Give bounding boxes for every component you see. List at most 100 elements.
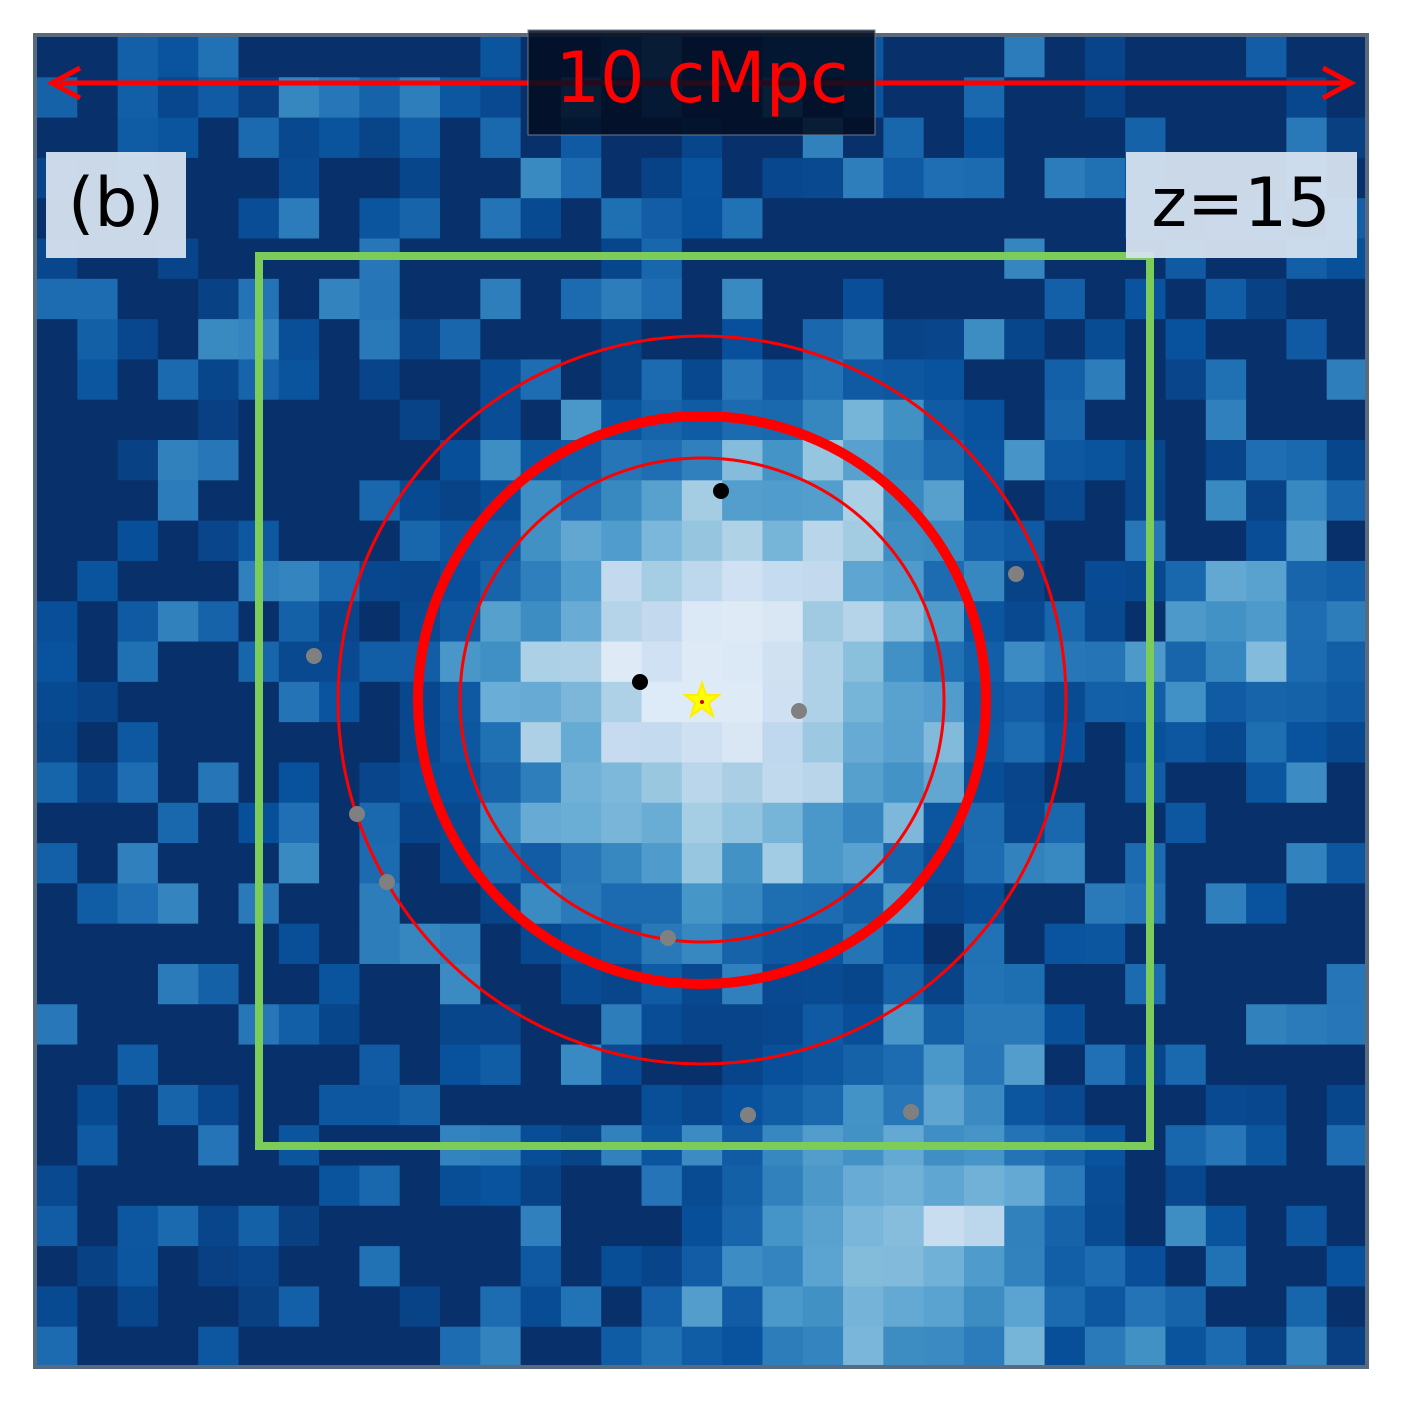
- map-pixel: [319, 843, 361, 884]
- map-pixel: [1004, 480, 1046, 522]
- map-pixel: [1205, 722, 1247, 764]
- map-pixel: [1044, 601, 1086, 643]
- map-pixel: [963, 157, 1005, 199]
- map-pixel: [1125, 480, 1167, 522]
- map-pixel: [1165, 1044, 1207, 1086]
- map-pixel: [278, 117, 320, 159]
- map-pixel: [37, 278, 78, 320]
- map-pixel: [641, 601, 683, 643]
- map-pixel: [278, 1165, 320, 1207]
- map-pixel: [77, 1246, 119, 1287]
- map-pixel: [198, 117, 240, 159]
- map-pixel: [1044, 319, 1086, 361]
- map-pixel: [722, 1326, 764, 1368]
- map-pixel: [520, 1084, 562, 1126]
- map-pixel: [1246, 440, 1287, 481]
- map-pixel: [480, 963, 522, 1005]
- map-pixel: [963, 1246, 1005, 1287]
- map-pixel: [319, 923, 361, 965]
- map-pixel: [762, 440, 804, 481]
- map-pixel: [319, 319, 361, 361]
- map-pixel: [1044, 1084, 1086, 1126]
- map-pixel: [198, 722, 240, 764]
- map-pixel: [238, 117, 280, 159]
- map-pixel: [802, 1326, 844, 1368]
- map-pixel: [601, 1205, 643, 1247]
- map-pixel: [1326, 440, 1368, 481]
- map-pixel: [1084, 681, 1126, 723]
- map-pixel: [722, 480, 764, 522]
- map-pixel: [480, 1286, 522, 1328]
- map-pixel: [1004, 399, 1046, 441]
- map-pixel: [1246, 762, 1287, 804]
- map-pixel: [762, 883, 804, 925]
- map-pixel: [319, 117, 361, 159]
- map-pixel: [963, 198, 1005, 240]
- map-pixel: [560, 1044, 602, 1086]
- map-pixel: [1286, 440, 1328, 481]
- map-pixel: [117, 1205, 159, 1247]
- map-pixel: [319, 963, 361, 1005]
- map-pixel: [1246, 1084, 1287, 1126]
- map-pixel: [1084, 1246, 1126, 1287]
- map-pixel: [319, 480, 361, 522]
- map-pixel: [762, 1286, 804, 1328]
- map-pixel: [1004, 762, 1046, 804]
- halo-markers: [306, 483, 1024, 1123]
- map-pixel: [883, 440, 925, 481]
- map-pixel: [641, 1165, 683, 1207]
- map-pixel: [601, 319, 643, 361]
- map-pixel: [157, 520, 199, 562]
- map-pixel: [1044, 883, 1086, 925]
- map-pixel: [319, 601, 361, 643]
- map-pixel: [77, 560, 119, 602]
- map-pixel: [198, 440, 240, 481]
- map-pixel: [198, 843, 240, 884]
- map-pixel: [359, 843, 401, 884]
- map-pixel: [1205, 399, 1247, 441]
- map-pixel: [1044, 802, 1086, 844]
- map-pixel: [722, 198, 764, 240]
- map-pixel: [359, 963, 401, 1005]
- map-pixel: [1044, 440, 1086, 481]
- map-pixel: [117, 1004, 159, 1046]
- map-pixel: [77, 440, 119, 481]
- map-pixel: [1246, 37, 1287, 78]
- map-pixel: [601, 560, 643, 602]
- map-pixel: [1084, 278, 1126, 320]
- map-pixel: [762, 157, 804, 199]
- map-pixel: [1286, 762, 1328, 804]
- map-pixel: [1326, 359, 1368, 401]
- map-pixel: [802, 1286, 844, 1328]
- map-pixel: [198, 238, 240, 280]
- map-pixel: [37, 399, 78, 441]
- map-pixel: [681, 641, 723, 683]
- map-pixel: [198, 601, 240, 643]
- map-pixel: [1004, 1165, 1046, 1207]
- map-pixel: [77, 520, 119, 562]
- map-pixel: [560, 1286, 602, 1328]
- map-pixel: [843, 278, 884, 320]
- map-pixel: [560, 601, 602, 643]
- map-pixel: [399, 520, 441, 562]
- map-pixel: [278, 802, 320, 844]
- map-pixel: [278, 278, 320, 320]
- map-pixel: [77, 37, 119, 78]
- map-pixel: [399, 1246, 441, 1287]
- map-pixel: [1004, 198, 1046, 240]
- map-pixel: [278, 843, 320, 884]
- map-pixel: [157, 480, 199, 522]
- map-pixel: [843, 1286, 884, 1328]
- map-pixel: [1326, 480, 1368, 522]
- map-pixel: [1125, 1165, 1167, 1207]
- map-pixel: [762, 641, 804, 683]
- map-pixel: [641, 1044, 683, 1086]
- map-pixel: [1084, 37, 1126, 78]
- map-pixel: [883, 520, 925, 562]
- thick-circle: [413, 411, 991, 989]
- map-pixel: [520, 762, 562, 804]
- map-pixel: [802, 359, 844, 401]
- map-pixel: [1125, 963, 1167, 1005]
- map-pixel: [641, 923, 683, 965]
